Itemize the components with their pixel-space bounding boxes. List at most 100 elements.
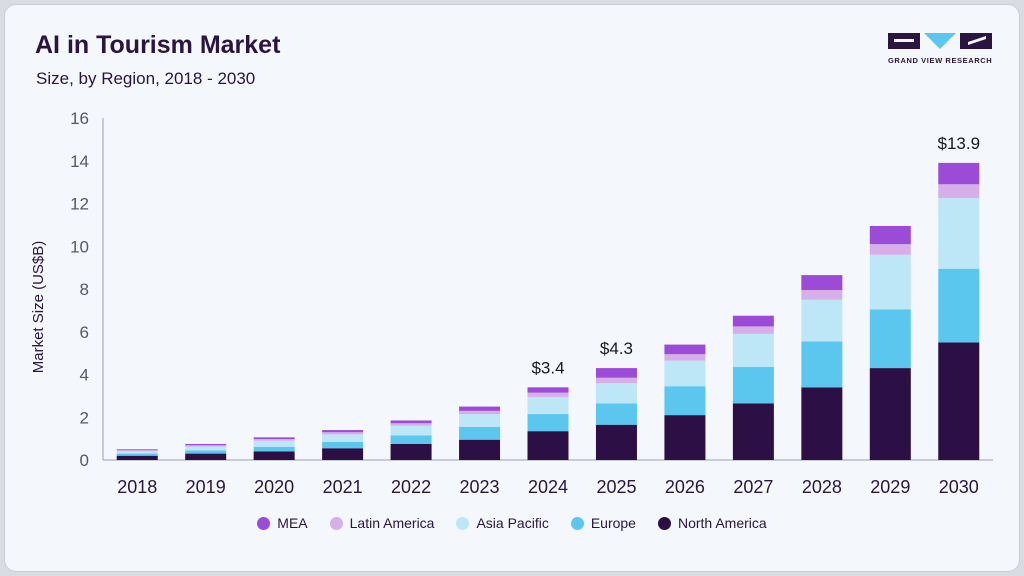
- legend-swatch: [570, 516, 584, 530]
- bar-segment: [527, 392, 569, 397]
- bar-segment: [595, 377, 637, 384]
- bar-segment: [390, 443, 432, 460]
- legend-item: North America: [657, 515, 767, 531]
- legend-label: Asia Pacific: [476, 515, 549, 531]
- legend-label: Europe: [590, 515, 636, 531]
- bar-segment: [732, 326, 774, 334]
- legend-label: MEA: [277, 515, 308, 531]
- bar-segment: [253, 437, 295, 440]
- bar-segment: [390, 425, 432, 436]
- bar-segment: [801, 290, 843, 300]
- bar-segment: [869, 309, 911, 369]
- bar-segment: [116, 449, 158, 451]
- bar-segment: [253, 440, 295, 447]
- x-tick-label: 2025: [596, 477, 636, 497]
- bar-segment: [185, 443, 227, 446]
- bar-segment: [527, 431, 569, 460]
- x-tick-label: 2028: [802, 477, 842, 497]
- legend-swatch: [329, 516, 343, 530]
- bar-segment: [595, 383, 637, 404]
- bar-segment: [595, 424, 637, 460]
- bar-segment: [459, 439, 501, 460]
- grand-view-research-logo: GRAND VIEW RESEARCH: [888, 33, 992, 67]
- legend-swatch: [657, 516, 671, 530]
- bar-segment: [459, 414, 501, 427]
- bar-segment: [869, 368, 911, 460]
- y-tick-label: 2: [80, 408, 89, 427]
- bar-segment: [322, 430, 364, 433]
- bar-segment: [801, 341, 843, 388]
- logo-text: GRAND VIEW RESEARCH: [888, 56, 993, 65]
- y-tick-label: 8: [80, 280, 89, 299]
- bar-segment: [938, 184, 980, 199]
- chart-card: AI in Tourism Market Size, by Region, 20…: [4, 4, 1020, 572]
- bar-segment: [527, 414, 569, 432]
- bar-segment: [801, 387, 843, 460]
- bar-segment: [185, 446, 227, 451]
- bar-segment: [253, 439, 295, 441]
- x-tick-label: 2027: [733, 477, 773, 497]
- bar-segment: [664, 360, 706, 387]
- y-tick-label: 10: [70, 237, 89, 256]
- bar-segment: [732, 367, 774, 404]
- bar-segment: [116, 453, 158, 456]
- legend-swatch: [456, 516, 470, 530]
- legend-item: Asia Pacific: [456, 515, 549, 531]
- bar-segment: [527, 396, 569, 415]
- bar-segment: [185, 453, 227, 460]
- y-tick-label: 12: [70, 195, 89, 214]
- bar-segment: [390, 435, 432, 444]
- bar-segment: [527, 387, 569, 393]
- x-tick-label: 2018: [117, 477, 157, 497]
- bar-segment: [938, 162, 980, 185]
- bar-segment: [116, 451, 158, 454]
- data-label: $13.9: [937, 134, 980, 153]
- bar-segment: [390, 420, 432, 424]
- bar-segment: [664, 386, 706, 416]
- legend-item: Latin America: [329, 515, 434, 531]
- y-tick-label: 0: [80, 451, 89, 470]
- y-axis-title: Market Size (US$B): [30, 241, 47, 374]
- chart-legend: MEA Latin America Asia Pacific Europe North …: [0, 515, 1024, 531]
- legend-item: Europe: [570, 515, 636, 531]
- y-tick-label: 6: [80, 323, 89, 342]
- bar-segment: [664, 354, 706, 361]
- y-tick-label: 16: [70, 109, 89, 128]
- bar-segment: [322, 434, 364, 442]
- bar-segment: [595, 368, 637, 378]
- bar-segment: [938, 342, 980, 460]
- bar-segment: [938, 268, 980, 343]
- bar-segment: [732, 403, 774, 460]
- bar-segment: [459, 410, 501, 415]
- bar-segment: [253, 446, 295, 452]
- bar-segment: [664, 415, 706, 460]
- bar-segment: [459, 426, 501, 440]
- bar-segment: [869, 225, 911, 245]
- bar-segment: [390, 423, 432, 426]
- bar-segment: [938, 198, 980, 269]
- x-tick-label: 2019: [186, 477, 226, 497]
- bar-segment: [801, 299, 843, 342]
- bar-segment: [459, 406, 501, 411]
- bar-segment: [116, 455, 158, 460]
- x-tick-label: 2026: [665, 477, 705, 497]
- chart-subtitle: Size, by Region, 2018 - 2030: [36, 69, 256, 88]
- bar-segment: [595, 403, 637, 425]
- bar-segment: [732, 333, 774, 368]
- legend-swatch: [257, 516, 271, 530]
- logo-mark-icon: [888, 33, 992, 49]
- bar-segment: [322, 441, 364, 449]
- x-tick-label: 2023: [460, 477, 500, 497]
- x-tick-label: 2029: [870, 477, 910, 497]
- x-tick-label: 2021: [323, 477, 363, 497]
- bar-segment: [322, 448, 364, 460]
- data-label: $3.4: [531, 358, 564, 377]
- bar-segment: [185, 450, 227, 454]
- bar-segment: [253, 451, 295, 460]
- bar-segment: [869, 254, 911, 310]
- bar-segment: [322, 432, 364, 435]
- bar-segment: [801, 275, 843, 291]
- bar-segment: [116, 450, 158, 452]
- y-tick-label: 14: [70, 152, 89, 171]
